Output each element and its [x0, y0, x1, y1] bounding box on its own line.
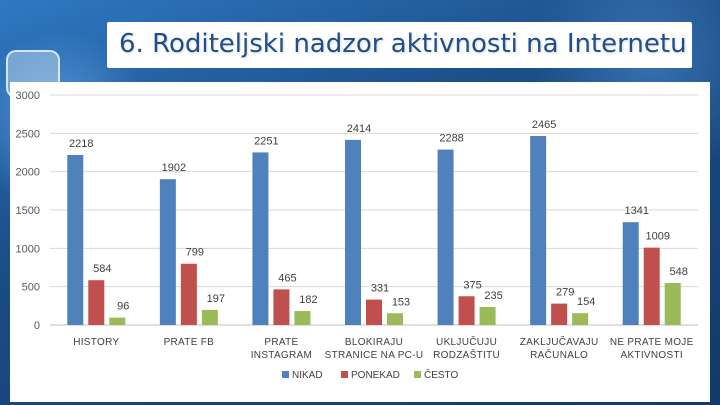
bar: [530, 136, 547, 325]
legend-label: NIKAD: [292, 370, 323, 381]
legend-label: ČESTO: [424, 368, 458, 381]
y-tick-label: 3000: [16, 90, 40, 102]
legend-swatch: [341, 371, 348, 378]
data-label: 331: [371, 283, 389, 295]
bar: [67, 154, 84, 325]
bar: [437, 149, 454, 325]
bar: [643, 247, 660, 325]
y-tick-label: 2500: [16, 128, 40, 140]
y-tick-label: 1000: [16, 243, 40, 255]
data-label: 279: [556, 287, 574, 299]
chart-area: 0 500 1000 1500 2000 2500 3000 2218 584 96 HISTORY…: [10, 82, 710, 402]
y-tick-label: 500: [22, 282, 40, 294]
bar: [551, 303, 568, 325]
category-label: RODZAŠTITU: [433, 348, 500, 361]
data-label: 2218: [69, 138, 93, 150]
data-label: 799: [186, 247, 204, 259]
category-label: PRATE FB: [164, 337, 215, 348]
data-label: 96: [117, 301, 129, 313]
data-label: 1341: [624, 205, 648, 217]
category-label: ZAKLJUČAVAJU: [520, 335, 599, 348]
data-label: 1009: [645, 231, 669, 243]
bar: [458, 296, 475, 325]
category-label: STRANICE NA PC-U: [325, 350, 424, 361]
data-label: 154: [577, 296, 595, 308]
legend-swatch: [282, 371, 289, 378]
data-label: 197: [207, 293, 225, 305]
category-label: PRATE: [264, 337, 298, 348]
bar: [159, 179, 176, 325]
bar: [273, 289, 290, 325]
data-label: 465: [278, 272, 296, 284]
y-tick-label: 1500: [16, 205, 40, 217]
data-label: 1902: [162, 162, 186, 174]
bar-chart: 0 500 1000 1500 2000 2500 3000 2218 584 96 HISTORY…: [16, 90, 698, 381]
category-label: NE PRATE MOJE: [610, 337, 694, 348]
category-label: RAČUNALO: [530, 348, 588, 361]
bar: [622, 222, 639, 325]
category-label: AKTIVNOSTI: [620, 350, 682, 361]
category-label: BLOKIRAJU: [345, 337, 403, 348]
bar: [294, 311, 311, 325]
legend-label: PONEKAD: [351, 370, 400, 381]
bar: [664, 282, 681, 325]
slide-title: 6. Roditeljski nadzor aktivnosti na Inte…: [119, 29, 687, 59]
bar: [252, 152, 269, 325]
data-label: 584: [93, 263, 111, 275]
category-label: HISTORY: [73, 337, 119, 348]
bar: [88, 280, 105, 325]
bar: [387, 313, 403, 325]
bar: [572, 313, 589, 325]
data-label: 153: [392, 296, 410, 308]
data-label: 2465: [532, 119, 556, 131]
title-box: 6. Roditeljski nadzor aktivnosti na Inte…: [107, 22, 692, 68]
data-label: 2251: [254, 135, 278, 147]
bar: [180, 263, 197, 325]
data-label: 548: [670, 266, 688, 278]
data-label: 2288: [439, 133, 463, 145]
y-tick-label: 2000: [16, 167, 40, 179]
data-label: 2414: [347, 123, 371, 135]
bar: [109, 317, 126, 325]
category-label: INSTAGRAM: [251, 350, 312, 361]
bar: [201, 309, 218, 325]
legend-swatch: [414, 371, 421, 378]
y-tick-label: 0: [34, 320, 40, 332]
bar: [366, 299, 382, 325]
data-label: 235: [484, 290, 502, 302]
bar: [479, 306, 496, 325]
category-label: UKLJUČUJU: [436, 335, 497, 348]
data-label: 182: [299, 294, 317, 306]
bar: [345, 139, 361, 325]
data-label: 375: [463, 279, 481, 291]
